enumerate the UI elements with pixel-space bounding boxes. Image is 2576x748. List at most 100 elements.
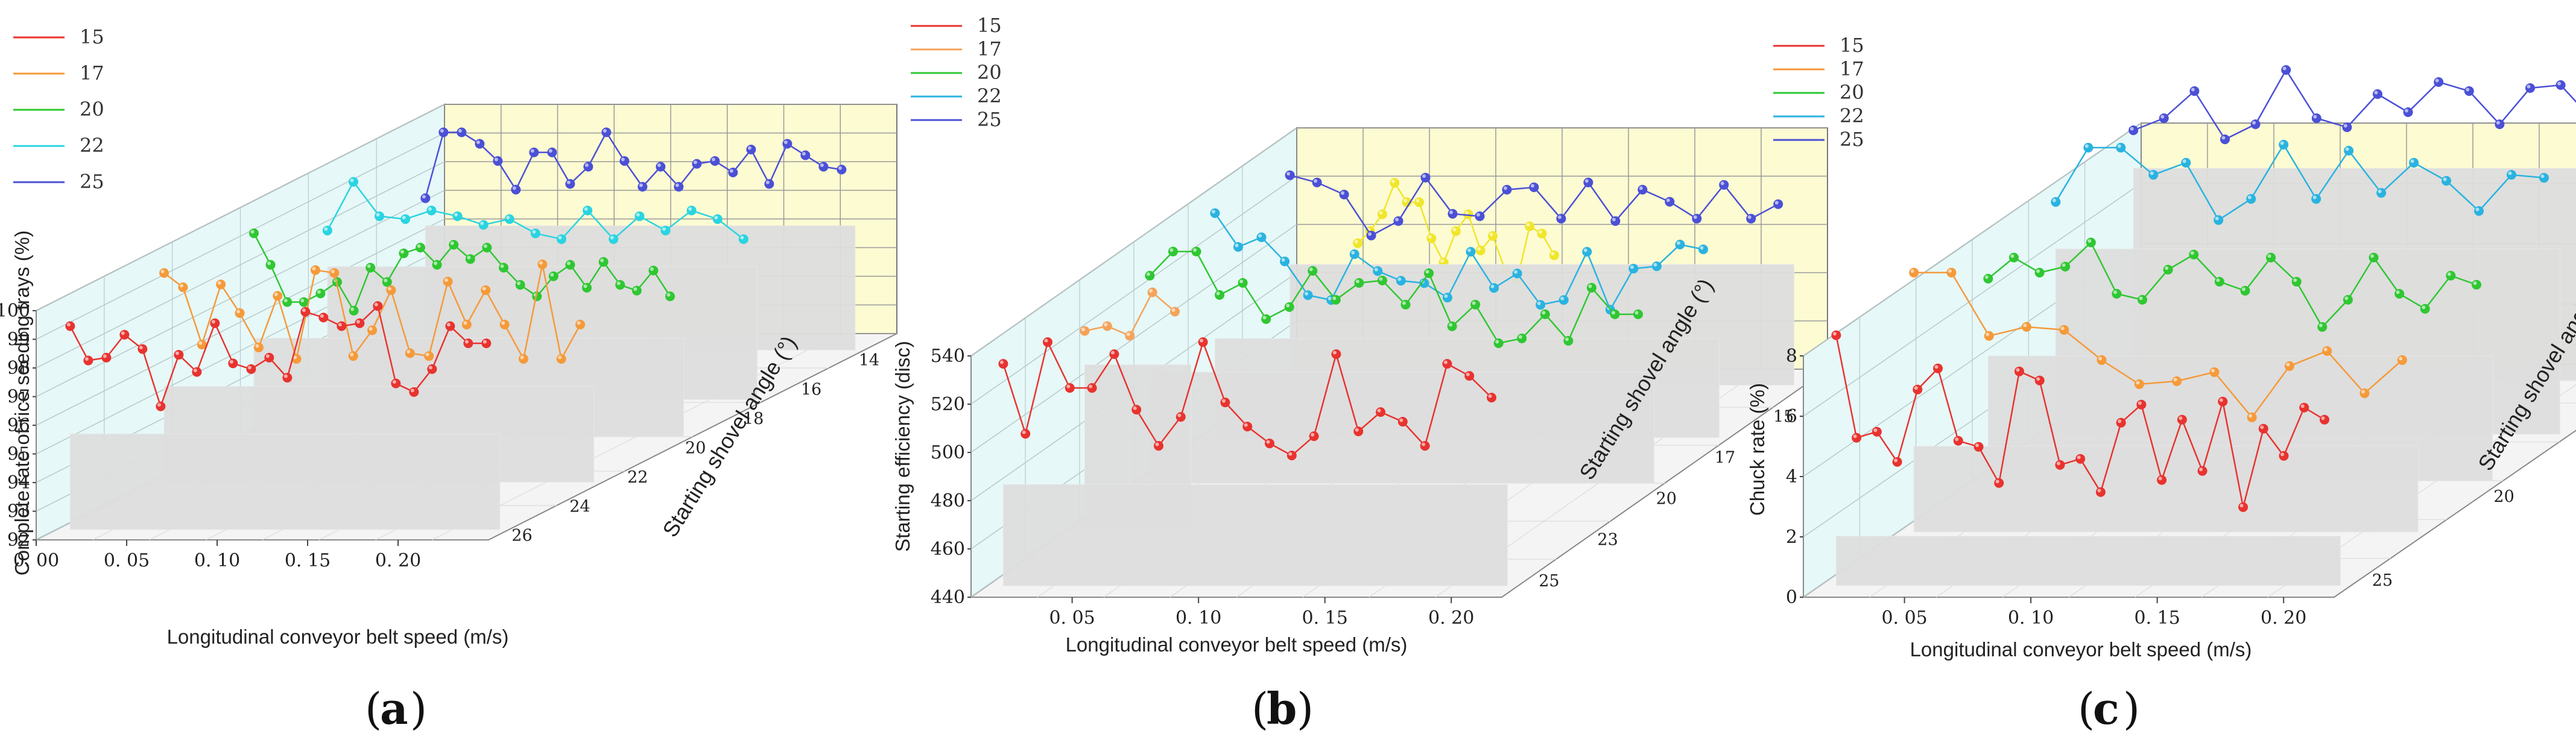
data-point-highlight [2052,198,2056,203]
data-point-highlight [1104,323,1108,327]
data-point [1265,439,1274,449]
data-point-highlight [2361,390,2366,394]
data-point-highlight [2260,425,2264,429]
data-point [101,352,112,363]
data-point-highlight [1351,250,1355,255]
data-point [2446,271,2456,280]
data-point-highlight [2370,254,2375,258]
data-point [1994,478,2004,488]
data-point [1414,197,1424,208]
data-point [2014,366,2024,376]
data-point [2138,295,2148,305]
data-point-highlight [520,355,524,360]
data-point-highlight [1377,408,1381,413]
z-tick-label: 14 [859,351,879,370]
data-point-highlight [1022,430,1026,434]
data-point-highlight [2077,455,2081,460]
data-point-highlight [2118,419,2122,423]
data-point [1021,429,1031,439]
data-point-highlight [2060,326,2065,331]
data-point [2403,107,2413,118]
data-point-highlight [1526,223,1530,227]
data-point-highlight [464,340,469,344]
z-tick-label: 25 [2372,571,2393,590]
data-point-highlight [1720,181,1724,185]
data-point-highlight [103,354,107,358]
data-point-highlight [476,140,480,144]
data-point [738,234,748,244]
z-tick-label: 24 [569,497,590,516]
data-point [2344,145,2354,156]
data-point [1773,199,1783,209]
x-tick-label: 0. 15 [1302,607,1347,629]
data-point [1892,457,1902,467]
data-point [764,179,774,189]
data-point-highlight [2378,189,2382,194]
data-point-highlight [236,309,241,314]
chart-panel-a: 92 93 94 95 96 97 98 99 100 0. 00 0. 05 0. 10 0. 15 0… [0,25,897,734]
data-point [2279,139,2289,150]
data-point [1373,266,1383,276]
data-point [1470,300,1481,309]
legend-label: 15 [80,25,104,48]
data-point-highlight [1747,215,1752,219]
data-point-highlight [636,212,640,217]
data-point-highlight [1444,294,1448,298]
data-point-highlight [1332,350,1337,355]
data-point [2116,142,2126,153]
data-point [1043,337,1052,347]
data-point [1220,398,1230,408]
data-point [1176,412,1186,422]
data-point-highlight [1211,209,1215,214]
data-point [1583,177,1593,188]
data-point [2279,451,2289,461]
data-point [409,387,419,397]
data-point [547,147,557,157]
data-point [556,353,566,364]
data-point [1466,247,1476,257]
data-point [1872,426,1882,437]
data-point-highlight [633,287,638,291]
data-point [1426,233,1437,244]
x-tick-label: 0. 20 [2261,607,2306,629]
data-point [2246,194,2256,204]
data-point-highlight [1044,338,1048,343]
data-point [1261,314,1271,324]
data-point [609,234,619,244]
data-point [1256,232,1267,242]
data-point [2238,502,2248,512]
data-point-highlight [500,264,504,268]
data-point-highlight [1514,270,1518,274]
data-point-highlight [577,321,581,325]
data-point-highlight [1258,233,1262,238]
data-point [1284,302,1294,312]
y-tick-label: 540 [931,346,965,367]
data-point [2472,280,2481,290]
data-point-highlight [1379,211,1383,215]
data-point [2369,253,2379,262]
data-point-highlight [1354,239,1358,244]
data-point [1238,278,1248,288]
data-point-highlight [1066,384,1071,388]
legend-label: 25 [1840,128,1864,151]
data-point-highlight [317,290,321,294]
data-point [665,291,675,302]
data-point-highlight [2160,115,2165,119]
y-tick-label: 92 [7,530,30,551]
data-point-highlight [1914,386,1918,390]
y-tick-label: 520 [931,394,965,415]
data-point-highlight [566,261,571,265]
data-point-highlight [121,331,125,335]
data-point-highlight [425,352,429,357]
data-point-highlight [1133,406,1137,410]
data-point-highlight [675,183,679,188]
data-point [249,228,259,238]
data-point-highlight [157,403,161,407]
data-point [416,242,425,253]
data-point-highlight [1611,311,1615,315]
data-point [2442,176,2452,186]
data-point [1973,442,1984,452]
data-point [300,306,311,317]
legend-label: 20 [80,98,104,121]
data-point [1309,431,1319,442]
